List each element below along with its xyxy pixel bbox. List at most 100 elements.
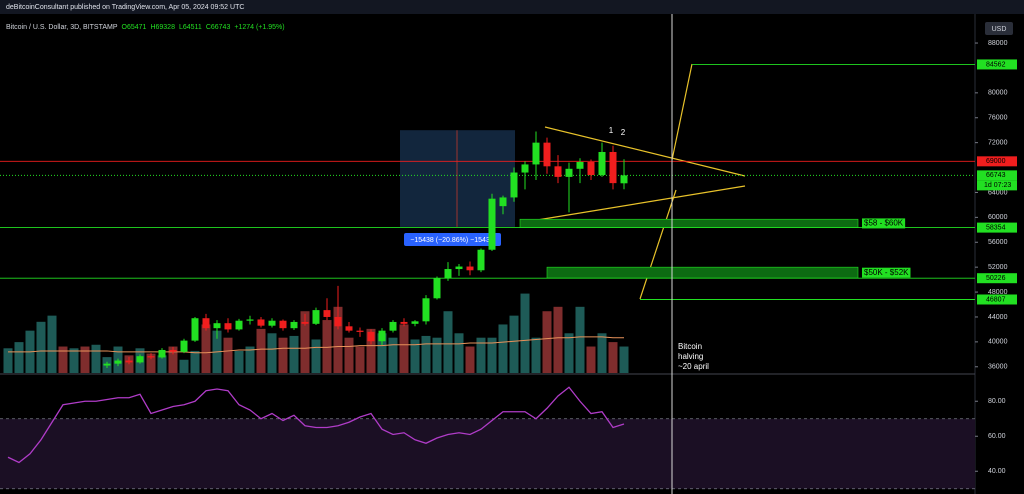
- y-tick-label: 40000: [988, 339, 1008, 346]
- y-tick-label: 36000: [988, 364, 1008, 371]
- volume-bar: [597, 333, 607, 373]
- candle-body: [169, 349, 177, 352]
- currency-label[interactable]: USD: [992, 26, 1007, 33]
- volume-bar: [553, 306, 563, 373]
- measure-label-bg: [404, 233, 501, 246]
- volume-bar: [179, 359, 189, 373]
- candle-body: [510, 172, 518, 198]
- volume-bar: [498, 324, 508, 373]
- level-price-box: [977, 156, 1017, 167]
- volume-bar: [80, 346, 90, 373]
- volume-bar: [146, 353, 156, 373]
- volume-bar: [234, 350, 244, 373]
- volume-bar: [256, 328, 266, 373]
- volume-bar: [344, 337, 354, 373]
- measure-label: −15438 (−20.86%) −15438: [410, 237, 494, 244]
- candle-body: [345, 326, 353, 331]
- wave-label: 2: [621, 128, 626, 137]
- candle-body: [400, 321, 408, 324]
- candle-body: [609, 151, 617, 184]
- volume-bar: [91, 344, 101, 373]
- volume-bar: [476, 337, 486, 373]
- y-tick-label: 88000: [988, 40, 1008, 47]
- candle-body: [532, 142, 540, 165]
- candle-body: [565, 168, 573, 177]
- level-price-box: [977, 222, 1017, 233]
- legend-low: L64511: [179, 24, 202, 31]
- candle-body: [268, 320, 276, 326]
- volume-bar: [586, 346, 596, 373]
- y-tick-label: 56000: [988, 239, 1008, 246]
- candle-body: [323, 310, 331, 317]
- candle-body: [312, 310, 320, 324]
- candle-body: [334, 316, 342, 327]
- level-price-box: [977, 294, 1017, 305]
- candle-body: [246, 319, 254, 321]
- volume-bar: [564, 333, 574, 373]
- rsi-line: [7, 386, 625, 464]
- volume-bar: [168, 346, 178, 373]
- y-tick-label: 72000: [988, 139, 1008, 146]
- y-tick-label: 64000: [988, 189, 1008, 196]
- volume-bar: [410, 339, 420, 373]
- volume-bar: [377, 333, 387, 373]
- candle-body: [433, 278, 441, 299]
- level-price-label: 46807: [986, 296, 1006, 303]
- candle-body: [499, 197, 507, 207]
- header-bar: [0, 0, 1024, 14]
- header-text: deBitcoinConsultant published on Trading…: [6, 4, 244, 11]
- candle-body: [202, 318, 210, 329]
- level-price-box: [977, 59, 1017, 70]
- y-tick-label: 76000: [988, 115, 1008, 122]
- rsi-band: [0, 418, 975, 489]
- level-price-label: 50226: [986, 275, 1006, 282]
- candle-body: [125, 360, 133, 363]
- candle-body: [587, 161, 595, 176]
- volume-bar: [421, 335, 431, 373]
- volume-bar: [322, 320, 332, 373]
- legend: Bitcoin / U.S. Dollar, 3D, BITSTAMP O6547…: [6, 24, 285, 31]
- candle-body: [147, 356, 155, 358]
- volume-bar: [201, 324, 211, 373]
- zone-label-bg: [862, 218, 906, 229]
- legend-symbol: Bitcoin / U.S. Dollar, 3D, BITSTAMP: [6, 24, 118, 31]
- candle-body: [158, 349, 166, 358]
- volume-bar: [190, 350, 200, 373]
- volume-bar: [245, 346, 255, 373]
- candle-body: [543, 142, 551, 167]
- zone-label: $58 - $60K: [864, 219, 904, 228]
- volume-bar: [333, 306, 343, 373]
- volume-bar: [388, 337, 398, 373]
- candle-body: [598, 151, 606, 176]
- candle-body: [389, 321, 397, 331]
- volume-bar: [509, 315, 519, 373]
- candle-body: [576, 161, 584, 169]
- triangle-lower: [524, 185, 746, 223]
- projection-down: [639, 189, 677, 300]
- countdown: 1d 07:23: [984, 182, 1011, 189]
- currency-button[interactable]: [985, 22, 1013, 35]
- candle-body: [367, 331, 375, 342]
- volume-bar: [454, 333, 464, 373]
- candle-body: [620, 175, 628, 184]
- candle-body: [444, 269, 452, 279]
- volume-bar: [432, 337, 442, 373]
- candle-body: [466, 266, 474, 271]
- candle-body: [521, 164, 529, 173]
- measure-box: [400, 130, 515, 227]
- volume-bar: [399, 324, 409, 373]
- volume-bar: [520, 293, 530, 373]
- level-price-label: 69000: [986, 158, 1006, 165]
- candle-body: [279, 320, 287, 329]
- candle-body: [224, 323, 232, 330]
- volume-bar: [223, 337, 233, 373]
- support-zone: [546, 266, 859, 279]
- candle-body: [477, 249, 485, 271]
- halving-note: ~20 april: [678, 362, 709, 371]
- volume-bar: [69, 348, 79, 373]
- candle-body: [422, 298, 430, 322]
- volume-bar: [3, 348, 13, 373]
- candle-body: [191, 318, 199, 341]
- volume-bar: [36, 321, 46, 373]
